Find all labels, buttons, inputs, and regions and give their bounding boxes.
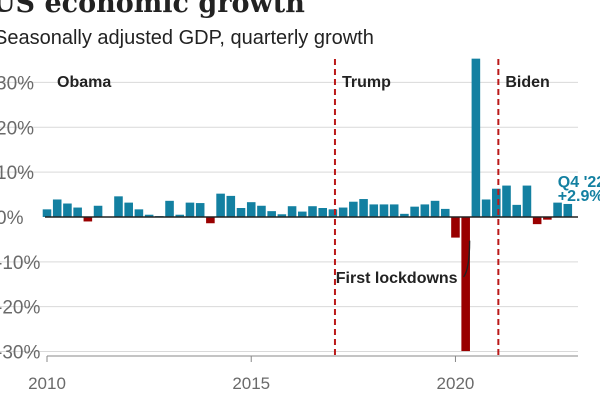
bar [185, 202, 195, 217]
bar [440, 208, 450, 217]
bar [134, 209, 144, 217]
x-tick-label: 2015 [232, 374, 270, 393]
bar [512, 204, 522, 217]
y-tick-label: 10% [0, 163, 34, 184]
president-label: Obama [57, 74, 111, 91]
bar [114, 196, 123, 217]
y-tick-label: -30% [0, 343, 40, 364]
president-label: Biden [505, 74, 549, 91]
bar [553, 202, 562, 217]
bar [226, 195, 236, 217]
bar [216, 193, 225, 217]
bar [257, 205, 266, 217]
bar [267, 211, 276, 217]
bar [492, 188, 501, 217]
bar [481, 199, 491, 217]
x-tick-label: 2020 [437, 374, 475, 393]
y-tick-label: -10% [0, 253, 40, 274]
bar [328, 209, 338, 217]
bars [42, 58, 573, 352]
bar [451, 216, 460, 238]
bar [124, 202, 133, 217]
president-markers: Obama Trump Biden [57, 59, 550, 356]
bar [287, 206, 297, 217]
bar [63, 203, 72, 217]
bar [389, 204, 399, 217]
callout-value: +2.9% [558, 188, 600, 205]
annotation-connector [463, 240, 471, 278]
bar [563, 203, 573, 217]
bar [195, 203, 205, 217]
bar [522, 185, 532, 217]
chart-subtitle: Seasonally adjusted GDP, quarterly growt… [0, 27, 374, 49]
bar [318, 208, 328, 217]
bar [175, 214, 185, 217]
bar [410, 206, 419, 217]
bar [165, 200, 174, 217]
bar [349, 201, 358, 217]
bar [338, 207, 348, 217]
bar [83, 216, 93, 222]
gridlines [0, 81, 578, 353]
bar [420, 204, 430, 217]
bar [308, 206, 317, 217]
y-axis-ticks: -30% -20% -10% 0% 10% 20% 30% [0, 73, 40, 363]
y-tick-label: -20% [0, 298, 40, 319]
annotation-label: First lockdowns [336, 270, 458, 287]
bar [42, 209, 52, 217]
bar [543, 216, 552, 220]
annotations: First lockdowns Q4 '22+2.9% [336, 174, 600, 287]
bar [246, 202, 256, 217]
callout-period: Q4 '22 [558, 174, 600, 191]
bar [471, 58, 481, 217]
bar [502, 185, 511, 217]
bar [236, 208, 246, 217]
y-tick-label: 0% [0, 208, 24, 229]
bar [52, 199, 62, 217]
bar [532, 216, 542, 225]
bar [379, 204, 389, 217]
x-tick-label: 2010 [28, 374, 66, 393]
bar [461, 216, 470, 352]
bar [93, 205, 103, 217]
bar [206, 216, 215, 224]
chart-title: US economic growth [0, 0, 305, 19]
bar [430, 200, 440, 217]
bar [73, 207, 82, 217]
bar [400, 213, 409, 217]
bar [277, 214, 287, 217]
bar [359, 199, 368, 217]
y-tick-label: 20% [0, 118, 34, 139]
president-label: Trump [342, 74, 391, 91]
bar [144, 214, 154, 217]
bar [369, 204, 379, 217]
bar [297, 211, 307, 217]
x-axis: 2010 2015 2020 [28, 355, 578, 393]
y-tick-label: 30% [0, 73, 34, 94]
